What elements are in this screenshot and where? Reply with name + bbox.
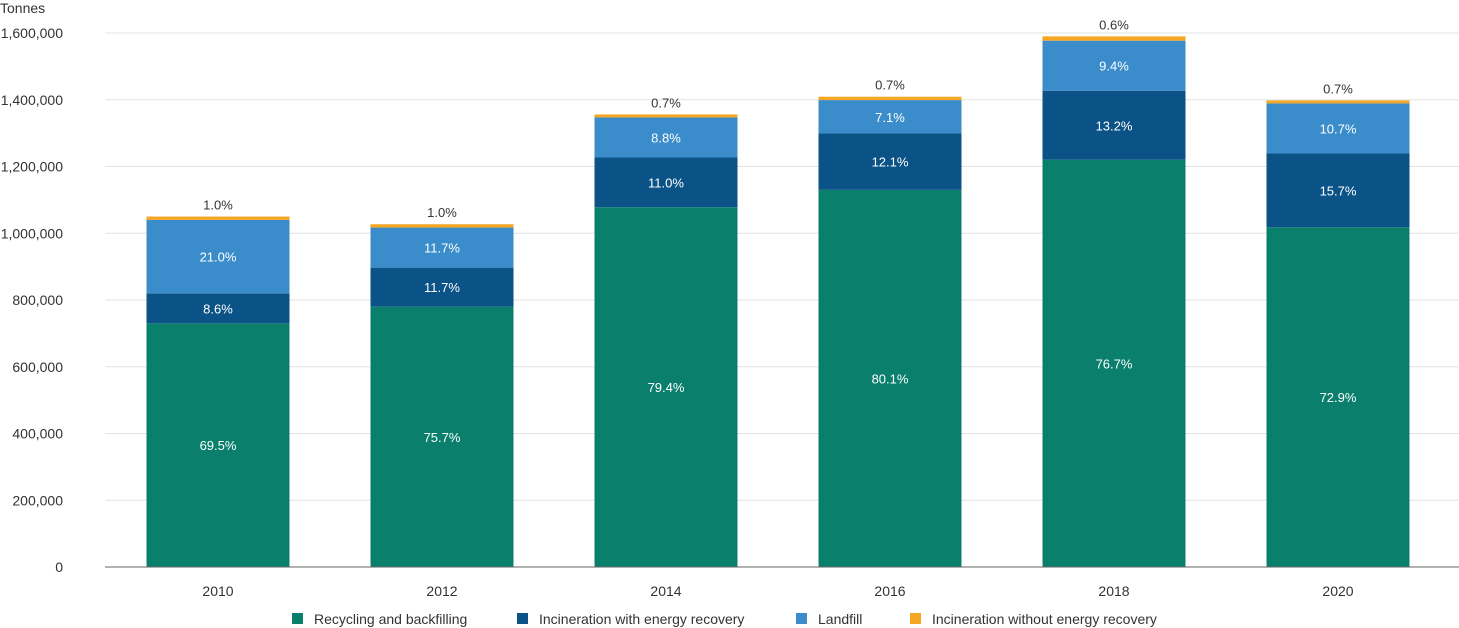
y-axis-ticks: 0 200,000 400,000 600,000 800,000 1,000,000 1,… — [1, 25, 64, 575]
x-tick-label: 2020 — [1322, 583, 1353, 599]
data-label: 11.7% — [424, 241, 460, 256]
y-tick-label: 600,000 — [12, 359, 63, 375]
bar-segment — [818, 96, 962, 101]
y-tick-label: 400,000 — [12, 426, 63, 442]
bar-segment — [146, 219, 290, 294]
data-label: 1.0% — [427, 205, 457, 220]
data-label: 9.4% — [1099, 59, 1129, 74]
y-tick-label: 0 — [55, 559, 63, 575]
x-tick-label: 2010 — [202, 583, 233, 599]
y-tick-label: 1,600,000 — [1, 25, 63, 41]
x-tick-label: 2018 — [1098, 583, 1129, 599]
data-label: 75.7% — [424, 430, 461, 445]
gridlines — [105, 32, 1459, 501]
data-label: 8.6% — [203, 301, 233, 316]
bar-segment — [1042, 90, 1186, 160]
bar-segment — [146, 293, 290, 324]
legend-label: Landfill — [818, 611, 862, 627]
bar-segment — [370, 267, 514, 307]
data-label: 76.7% — [1096, 356, 1133, 371]
data-label: 13.2% — [1096, 118, 1133, 133]
y-tick-label: 1,000,000 — [1, 225, 63, 241]
bar-segment — [594, 207, 738, 567]
bar-segment — [146, 323, 290, 567]
x-tick-label: 2016 — [874, 583, 905, 599]
data-label: 69.5% — [200, 438, 237, 453]
y-axis-unit-label: Tonnes — [0, 0, 45, 16]
bar-segment — [146, 216, 290, 220]
legend-label: Incineration without energy recovery — [932, 611, 1157, 627]
data-label: 7.1% — [875, 110, 905, 125]
legend-label: Incineration with energy recovery — [539, 611, 744, 627]
data-labels: 69.5% 8.6% 21.0% 1.0% 75.7% 11.7% 11.7% 1.0% 79.… — [200, 17, 1357, 453]
data-label: 15.7% — [1320, 183, 1357, 198]
bar-segment — [1266, 153, 1410, 228]
y-tick-label: 1,200,000 — [1, 159, 63, 175]
bar-segment — [370, 227, 514, 268]
y-tick-label: 1,400,000 — [1, 92, 63, 108]
bar-segment — [594, 114, 738, 118]
data-label: 21.0% — [200, 250, 237, 265]
legend: Recycling and backfilling Incineration wi… — [292, 611, 1157, 627]
bar-segment — [1266, 227, 1410, 567]
bar-segment — [370, 224, 514, 228]
bar-segment — [1266, 100, 1410, 104]
legend-swatch — [796, 613, 807, 624]
data-label: 79.4% — [648, 380, 685, 395]
data-label: 80.1% — [872, 371, 909, 386]
x-tick-label: 2014 — [650, 583, 681, 599]
y-tick-label: 800,000 — [12, 292, 63, 308]
bar-segment — [1042, 36, 1186, 41]
bar-segment — [1042, 40, 1186, 91]
data-label: 72.9% — [1320, 390, 1357, 405]
data-label: 0.6% — [1099, 17, 1129, 32]
y-tick-label: 200,000 — [12, 492, 63, 508]
bar-segment — [594, 157, 738, 208]
x-tick-label: 2012 — [426, 583, 457, 599]
legend-swatch — [910, 613, 921, 624]
data-label: 11.0% — [648, 175, 684, 190]
bar-segment — [818, 189, 962, 568]
legend-label: Recycling and backfilling — [314, 611, 467, 627]
bar-segment — [1042, 159, 1186, 567]
data-label: 10.7% — [1320, 121, 1357, 136]
bar-segment — [370, 306, 514, 567]
bars — [146, 36, 1410, 568]
data-label: 0.7% — [651, 95, 681, 110]
data-label: 8.8% — [651, 130, 681, 145]
bar-segment — [818, 100, 962, 134]
data-label: 11.7% — [424, 280, 460, 295]
bar-segment — [1266, 103, 1410, 154]
legend-swatch — [292, 613, 303, 624]
data-label: 0.7% — [1323, 81, 1353, 96]
data-label: 0.7% — [875, 78, 905, 93]
data-label: 1.0% — [203, 198, 233, 213]
bar-segment — [818, 133, 962, 190]
legend-swatch — [517, 613, 528, 624]
x-axis-ticks: 2010 2012 2014 2016 2018 2020 — [202, 583, 1353, 599]
data-label: 12.1% — [872, 155, 909, 170]
bar-segment — [594, 117, 738, 158]
